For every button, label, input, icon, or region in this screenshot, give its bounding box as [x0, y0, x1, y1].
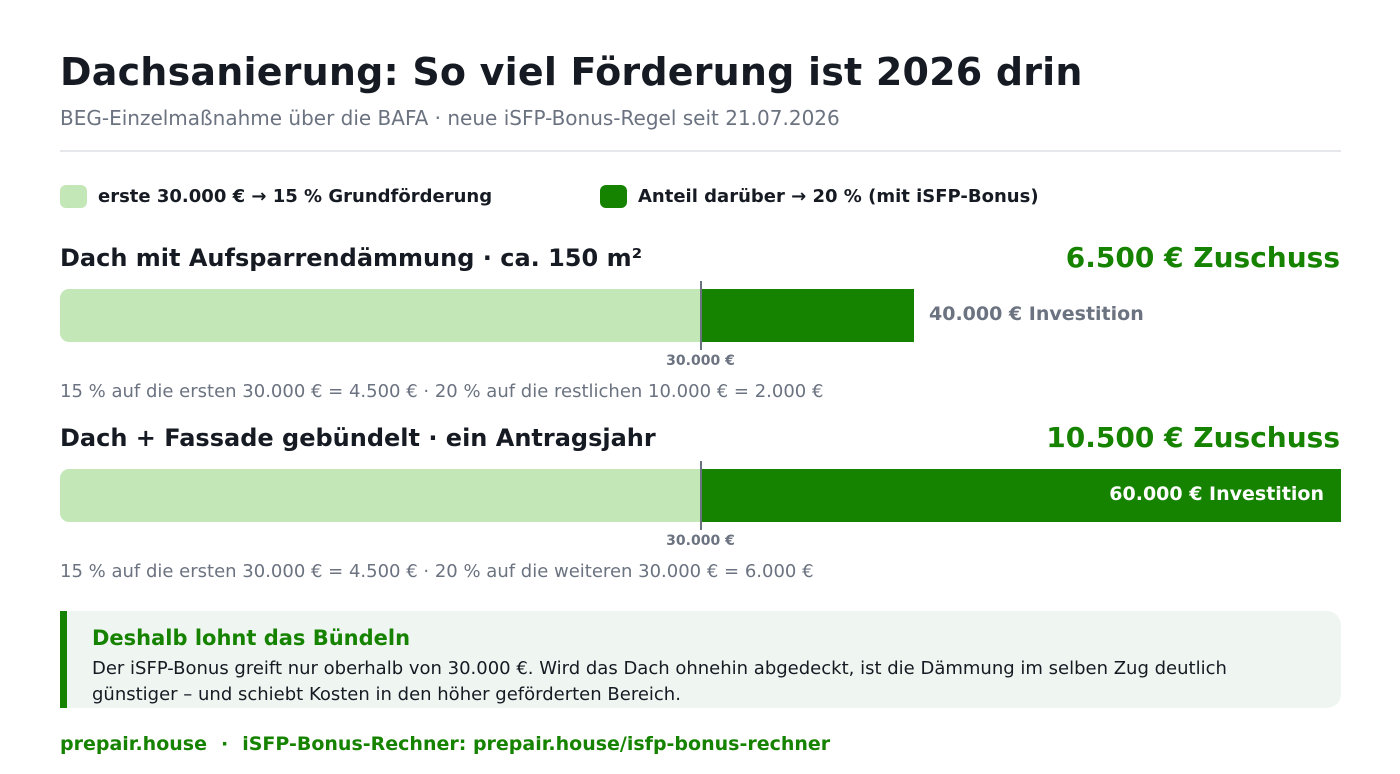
investment-label: 60.000 € Investition: [1109, 483, 1324, 505]
grant-amount: 10.500 € Zuschuss: [1046, 421, 1340, 454]
legend-item-base: erste 30.000 € → 15 % Grundförderung: [60, 184, 492, 208]
note-text: Der iSFP-Bonus greift nur oberhalb von 3…: [92, 658, 1227, 705]
bar-segment-base: [60, 469, 701, 522]
footer: prepair.house · iSFP-Bonus-Rechner: prepai…: [60, 733, 830, 755]
threshold-label: 30.000 €: [666, 533, 735, 549]
header-divider: [60, 150, 1341, 152]
bar-title: Dach mit Aufsparrendämmung · ca. 150 m²: [60, 244, 643, 272]
page-subtitle: BEG-Einzelmaßnahme über die BAFA · neue …: [60, 106, 840, 130]
bar-segment-base: [60, 289, 701, 342]
threshold-marker: [699, 461, 702, 530]
bar-segment-bonus: [700, 469, 1341, 522]
note-title: Deshalb lohnt das Bündeln: [92, 626, 411, 650]
legend-item-bonus: Anteil darüber → 20 % (mit iSFP-Bonus): [600, 184, 1039, 208]
calculation-text: 15 % auf die ersten 30.000 € = 4.500 € ·…: [60, 561, 814, 582]
info-note: Deshalb lohnt das Bündeln Der iSFP-Bonus…: [60, 611, 1341, 708]
bar-title: Dach + Fassade gebündelt · ein Antragsja…: [60, 424, 656, 452]
page-title: Dachsanierung: So viel Förderung ist 202…: [60, 50, 1083, 94]
footer-calculator-link[interactable]: iSFP-Bonus-Rechner: prepair.house/isfp-b…: [242, 733, 831, 755]
threshold-marker: [699, 281, 702, 350]
grant-amount: 6.500 € Zuschuss: [1065, 241, 1340, 274]
legend-label-base: erste 30.000 € → 15 % Grundförderung: [98, 185, 493, 207]
investment-label: 40.000 € Investition: [929, 303, 1144, 325]
legend-label-bonus: Anteil darüber → 20 % (mit iSFP-Bonus): [638, 185, 1039, 207]
legend-swatch-bonus: [600, 184, 627, 208]
bar-segment-bonus: [700, 289, 914, 342]
threshold-label: 30.000 €: [666, 353, 735, 369]
footer-separator: ·: [220, 733, 229, 755]
footer-brand-link[interactable]: prepair.house: [60, 733, 207, 755]
calculation-text: 15 % auf die ersten 30.000 € = 4.500 € ·…: [60, 381, 824, 402]
legend-swatch-base: [60, 184, 87, 208]
